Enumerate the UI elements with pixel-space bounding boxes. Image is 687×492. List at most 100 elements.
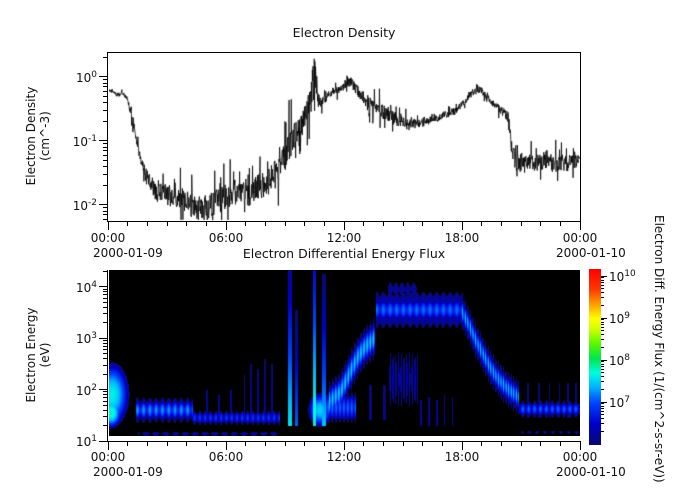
minor-tick xyxy=(601,339,604,341)
minor-tick xyxy=(146,222,148,226)
minor-tick xyxy=(382,442,384,446)
minor-tick xyxy=(559,222,561,226)
minor-tick xyxy=(601,304,604,306)
colorbar-tick-label: 1010 xyxy=(609,269,636,284)
major-tick xyxy=(601,317,607,319)
bottom-date-left: 2000-01-09 xyxy=(93,465,163,479)
minor-tick xyxy=(441,222,443,226)
minor-tick xyxy=(601,334,604,336)
minor-tick xyxy=(103,404,107,406)
minor-tick xyxy=(245,222,247,226)
minor-tick xyxy=(481,222,483,226)
minor-tick xyxy=(103,373,107,375)
minor-tick xyxy=(103,154,107,156)
x-tick-label: 00:00 xyxy=(90,231,126,245)
minor-tick xyxy=(540,442,542,446)
minor-tick xyxy=(103,391,107,393)
minor-tick xyxy=(103,400,107,402)
minor-tick xyxy=(103,291,107,293)
minor-tick xyxy=(103,185,107,187)
minor-tick xyxy=(103,90,107,92)
colorbar-tick-label: 109 xyxy=(609,311,631,326)
bottom-date-right: 2000-01-10 xyxy=(556,465,626,479)
minor-tick xyxy=(363,222,365,226)
minor-tick xyxy=(601,363,604,365)
minor-tick xyxy=(103,79,107,81)
major-tick xyxy=(99,337,107,339)
minor-tick xyxy=(382,222,384,226)
y-tick-label: 10-1 xyxy=(72,133,97,149)
minor-tick xyxy=(422,442,424,446)
minor-tick xyxy=(559,442,561,446)
x-tick-label: 18:00 xyxy=(444,231,480,245)
minor-tick xyxy=(103,101,107,103)
minor-tick xyxy=(264,222,266,226)
minor-tick xyxy=(601,408,604,409)
minor-tick xyxy=(520,222,522,226)
minor-tick xyxy=(103,409,107,411)
top-date-left: 2000-01-09 xyxy=(93,246,163,260)
flux-colorbar xyxy=(589,269,601,445)
top-date-right: 2000-01-10 xyxy=(556,246,626,260)
major-tick xyxy=(107,442,109,450)
major-tick xyxy=(343,442,345,450)
minor-tick xyxy=(601,288,604,290)
minor-tick xyxy=(323,442,325,446)
minor-tick xyxy=(103,297,107,299)
minor-tick xyxy=(601,423,604,425)
major-tick xyxy=(579,442,581,450)
minor-tick xyxy=(103,345,107,347)
major-tick xyxy=(107,222,109,230)
minor-tick xyxy=(103,349,107,351)
minor-tick xyxy=(601,418,604,420)
x-tick-label: 06:00 xyxy=(208,450,244,464)
top-chart-title: Electron Density xyxy=(292,25,396,40)
minor-tick xyxy=(103,121,107,123)
major-tick xyxy=(99,440,107,442)
x-tick-label: 06:00 xyxy=(208,231,244,245)
x-tick-label: 00:00 xyxy=(562,231,598,245)
x-tick-label: 12:00 xyxy=(326,231,362,245)
minor-tick xyxy=(103,173,107,175)
minor-tick xyxy=(422,222,424,226)
minor-tick xyxy=(601,366,604,367)
minor-tick xyxy=(103,218,107,220)
electron-energy-flux-spectrogram xyxy=(109,270,580,436)
minor-tick xyxy=(103,313,107,315)
minor-tick xyxy=(481,442,483,446)
minor-tick xyxy=(103,301,107,303)
minor-tick xyxy=(103,425,107,427)
minor-tick xyxy=(127,222,129,226)
x-tick-label: 00:00 xyxy=(562,450,598,464)
x-tick-label: 12:00 xyxy=(326,450,362,464)
minor-tick xyxy=(166,442,168,446)
minor-tick xyxy=(103,207,107,209)
minor-tick xyxy=(103,340,107,342)
minor-tick xyxy=(103,270,107,272)
minor-tick xyxy=(103,415,107,417)
major-tick xyxy=(99,389,107,391)
minor-tick xyxy=(601,284,604,286)
minor-tick xyxy=(103,397,107,399)
minor-tick xyxy=(601,361,604,363)
minor-tick xyxy=(304,442,306,446)
minor-tick xyxy=(284,222,286,226)
minor-tick xyxy=(601,410,604,412)
minor-tick xyxy=(103,150,107,152)
minor-tick xyxy=(264,442,266,446)
major-tick xyxy=(461,222,463,230)
minor-tick xyxy=(601,324,604,325)
minor-tick xyxy=(103,82,107,84)
minor-tick xyxy=(323,222,325,226)
minor-tick xyxy=(127,442,129,446)
minor-tick xyxy=(601,279,604,281)
minor-tick xyxy=(601,430,604,432)
bottom-y-axis-title: Electron Energy (eV) xyxy=(24,270,52,440)
top-y-axis-title-units: (cm^-3) xyxy=(38,111,52,161)
y-tick-label: 101 xyxy=(75,434,97,449)
bottom-x-axis-line xyxy=(107,441,581,442)
minor-tick xyxy=(402,442,404,446)
minor-tick xyxy=(601,403,604,405)
minor-tick xyxy=(441,442,443,446)
